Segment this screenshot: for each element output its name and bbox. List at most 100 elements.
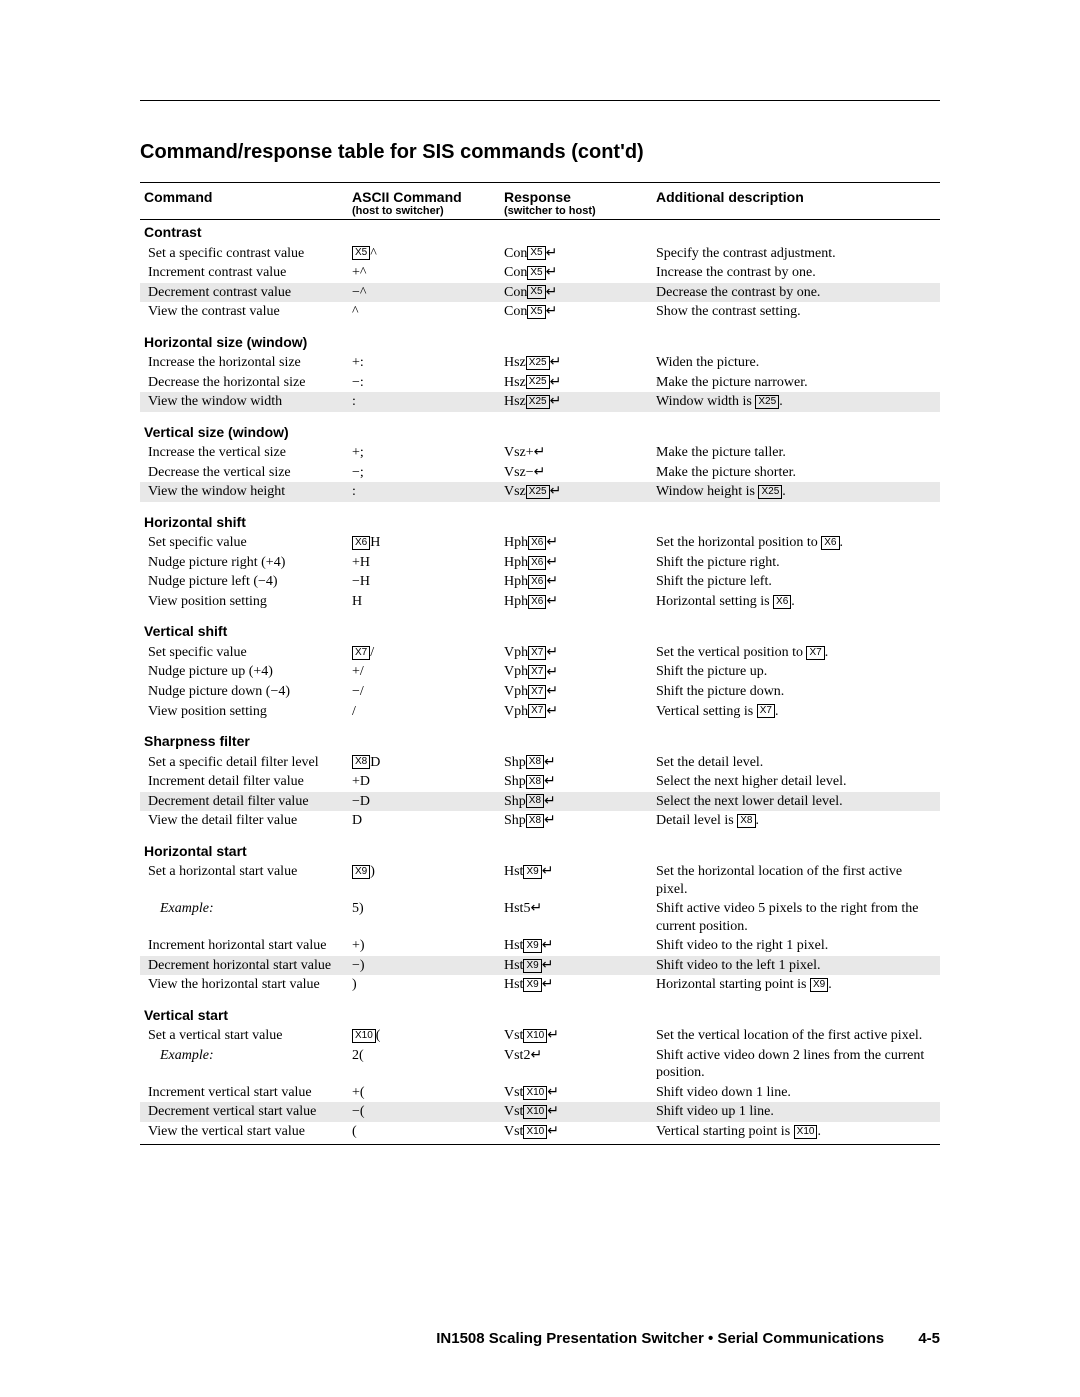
cell-command: Set specific value (140, 643, 348, 663)
cell-ascii: H (348, 592, 500, 612)
cell-ascii: −) (348, 956, 500, 976)
cell-ascii: +) (348, 936, 500, 956)
cell-command: View position setting (140, 702, 348, 722)
section-title: Horizontal size (window) (140, 322, 940, 354)
cell-response: Vst2↵ (500, 1046, 652, 1083)
cell-command: Increment vertical start value (140, 1083, 348, 1103)
col-response: Response(switcher to host) (500, 183, 652, 220)
cell-command: Decrement vertical start value (140, 1102, 348, 1122)
cell-response: VphX7↵ (500, 643, 652, 663)
cell-command: View the vertical start value (140, 1122, 348, 1145)
section-title: Horizontal shift (140, 502, 940, 534)
table-row: View position setting/VphX7↵Vertical set… (140, 702, 940, 722)
cell-response: HphX6↵ (500, 572, 652, 592)
table-row: View the contrast value^ConX5↵Show the c… (140, 302, 940, 322)
cell-ascii: +H (348, 553, 500, 573)
table-row: Increase the horizontal size+:HszX25↵Wid… (140, 353, 940, 373)
cell-response: ShpX8↵ (500, 792, 652, 812)
table-row: Decrement contrast value−^ConX5↵Decrease… (140, 283, 940, 303)
section-title: Sharpness filter (140, 721, 940, 753)
cell-description: Window width is X25. (652, 392, 940, 412)
cell-command: Nudge picture right (+4) (140, 553, 348, 573)
table-row: Set specific valueX7/VphX7↵Set the verti… (140, 643, 940, 663)
cell-ascii: −/ (348, 682, 500, 702)
cell-command: View the window height (140, 482, 348, 502)
table-row: Decrement horizontal start value−)HstX9↵… (140, 956, 940, 976)
table-row: Nudge picture left (−4)−HHphX6↵Shift the… (140, 572, 940, 592)
cell-ascii: −^ (348, 283, 500, 303)
footer-page: 4-5 (918, 1330, 940, 1347)
table-row: Increment vertical start value+(VstX10↵S… (140, 1083, 940, 1103)
cell-command: Increase the vertical size (140, 443, 348, 463)
table-row: Increase the vertical size+;Vsz+↵Make th… (140, 443, 940, 463)
cell-response: VphX7↵ (500, 662, 652, 682)
cell-ascii: −H (348, 572, 500, 592)
table-row: Increment detail filter value+DShpX8↵Sel… (140, 772, 940, 792)
cell-ascii: X8D (348, 753, 500, 773)
cell-description: Vertical starting point is X10. (652, 1122, 940, 1145)
cell-ascii: −( (348, 1102, 500, 1122)
cell-description: Decrease the contrast by one. (652, 283, 940, 303)
cell-ascii: ( (348, 1122, 500, 1145)
cell-description: Set the detail level. (652, 753, 940, 773)
cell-description: Shift video down 1 line. (652, 1083, 940, 1103)
cell-description: Shift video to the right 1 pixel. (652, 936, 940, 956)
cell-command: Nudge picture up (+4) (140, 662, 348, 682)
cell-description: Horizontal setting is X6. (652, 592, 940, 612)
cell-command: View the contrast value (140, 302, 348, 322)
cell-description: Detail level is X8. (652, 811, 940, 831)
cell-ascii: +^ (348, 263, 500, 283)
cell-command: Increment detail filter value (140, 772, 348, 792)
cell-ascii: +; (348, 443, 500, 463)
cell-response: HszX25↵ (500, 353, 652, 373)
cell-command: Decrement horizontal start value (140, 956, 348, 976)
cell-ascii: +D (348, 772, 500, 792)
page-footer: IN1508 Scaling Presentation Switcher • S… (140, 1330, 940, 1347)
cell-command: View the detail filter value (140, 811, 348, 831)
cell-response: HphX6↵ (500, 533, 652, 553)
cell-command: Decrement contrast value (140, 283, 348, 303)
cell-description: Shift the picture right. (652, 553, 940, 573)
cell-ascii: 2( (348, 1046, 500, 1083)
table-row: Nudge picture down (−4)−/VphX7↵Shift the… (140, 682, 940, 702)
cell-ascii: ) (348, 975, 500, 995)
page: Command/response table for SIS commands … (0, 0, 1080, 1397)
table-row: Nudge picture right (+4)+HHphX6↵Shift th… (140, 553, 940, 573)
cell-description: Specify the contrast adjustment. (652, 244, 940, 264)
cell-command: Decrease the horizontal size (140, 373, 348, 393)
cell-description: Show the contrast setting. (652, 302, 940, 322)
cell-description: Set the vertical location of the first a… (652, 1026, 940, 1046)
cell-response: ShpX8↵ (500, 811, 652, 831)
table-row: Example:2(Vst2↵Shift active video down 2… (140, 1046, 940, 1083)
cell-response: VphX7↵ (500, 702, 652, 722)
table-row: View the detail filter valueDShpX8↵Detai… (140, 811, 940, 831)
cell-command: Increase the horizontal size (140, 353, 348, 373)
table-row: View position settingHHphX6↵Horizontal s… (140, 592, 940, 612)
table-row: View the window width:HszX25↵Window widt… (140, 392, 940, 412)
cell-description: Increase the contrast by one. (652, 263, 940, 283)
cell-response: Vsz+↵ (500, 443, 652, 463)
table-row: Nudge picture up (+4)+/VphX7↵Shift the p… (140, 662, 940, 682)
cell-ascii: 5) (348, 899, 500, 936)
col-description: Additional description (652, 183, 940, 220)
col-command: Command (140, 183, 348, 220)
cell-description: Set the horizontal position to X6. (652, 533, 940, 553)
table-row: Set a vertical start valueX10(VstX10↵Set… (140, 1026, 940, 1046)
cell-command: Set a vertical start value (140, 1026, 348, 1046)
cell-ascii: +: (348, 353, 500, 373)
col-ascii: ASCII Command(host to switcher) (348, 183, 500, 220)
cell-ascii: X10( (348, 1026, 500, 1046)
section-title: Horizontal start (140, 831, 940, 863)
table-row: Decrease the horizontal size−:HszX25↵Mak… (140, 373, 940, 393)
cell-ascii: −: (348, 373, 500, 393)
cell-ascii: ^ (348, 302, 500, 322)
cell-description: Select the next lower detail level. (652, 792, 940, 812)
cell-description: Widen the picture. (652, 353, 940, 373)
command-table: Command ASCII Command(host to switcher) … (140, 182, 940, 1145)
cell-command: Set a specific detail filter level (140, 753, 348, 773)
cell-description: Vertical setting is X7. (652, 702, 940, 722)
table-row: Set a specific contrast valueX5^ConX5↵Sp… (140, 244, 940, 264)
cell-response: VstX10↵ (500, 1083, 652, 1103)
section-title: Vertical start (140, 995, 940, 1027)
cell-response: HstX9↵ (500, 975, 652, 995)
